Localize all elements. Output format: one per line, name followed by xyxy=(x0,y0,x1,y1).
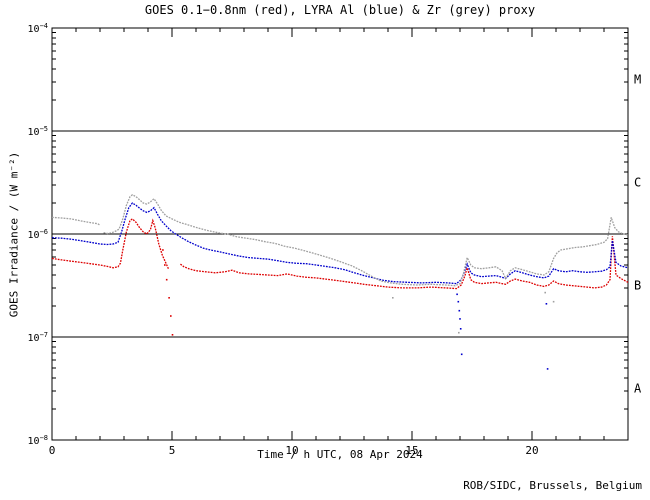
flare-class-label-b: B xyxy=(634,279,641,293)
dropout-point xyxy=(458,309,461,312)
dropout-point xyxy=(165,278,168,281)
dropout-point xyxy=(459,328,462,330)
flare-class-label-a: A xyxy=(634,382,642,396)
dropout-point xyxy=(392,297,394,299)
y-tick-label: 10−7 xyxy=(28,331,48,344)
y-tick-label: 10−4 xyxy=(28,22,48,35)
series-segment xyxy=(51,202,629,285)
series-segment xyxy=(180,236,629,290)
series-segment xyxy=(51,218,169,269)
dropout-point xyxy=(168,297,170,299)
flare-class-labels: M C B A xyxy=(634,73,642,396)
x-tick-label: 0 xyxy=(49,444,56,457)
x-axis-ticks: 0 5 10 15 20 xyxy=(49,28,629,457)
dropout-point xyxy=(459,318,461,320)
dropout-point xyxy=(171,334,174,336)
dropout-point xyxy=(544,291,546,294)
y-tick-label: 10−6 xyxy=(28,228,48,241)
dropout-point xyxy=(460,353,463,356)
dropout-point xyxy=(162,249,164,251)
flare-class-label-c: C xyxy=(634,176,641,190)
series-segment xyxy=(51,216,101,226)
dropout-point xyxy=(170,315,172,317)
dropout-point xyxy=(457,300,460,303)
series-goes xyxy=(51,218,629,290)
series-segment xyxy=(103,194,629,287)
x-tick-label: 10 xyxy=(285,444,298,457)
chart-title: GOES 0.1−0.8nm (red), LYRA Al (blue) & Z… xyxy=(144,3,536,17)
x-axis-label: Time / h UTC, 08 Apr 2024 xyxy=(257,448,423,461)
credit-text: ROB/SIDC, Brussels, Belgium xyxy=(463,479,642,492)
x-tick-label: 15 xyxy=(405,444,418,457)
x-tick-label: 5 xyxy=(169,444,176,457)
series-lyra_zr xyxy=(51,194,629,287)
dropout-point xyxy=(458,331,460,334)
class-boundary-lines xyxy=(52,130,628,338)
y-tick-label: 10−5 xyxy=(28,125,48,138)
dropout-point xyxy=(456,293,458,296)
y-tick-label: 10−8 xyxy=(28,434,48,447)
dropout-point xyxy=(552,300,555,303)
flare-class-label-m: M xyxy=(634,73,641,87)
dropout-point xyxy=(546,368,549,370)
series-lyra_al xyxy=(51,202,629,285)
dropout-points xyxy=(162,249,555,370)
dropout-point xyxy=(164,264,166,266)
dropout-point xyxy=(545,303,548,305)
x-tick-label: 20 xyxy=(525,444,538,457)
